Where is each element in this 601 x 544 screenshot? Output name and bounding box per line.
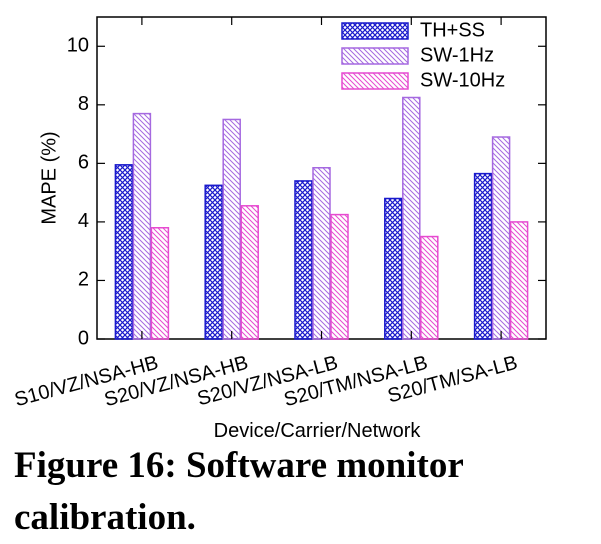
bar-sw-10hz	[330, 213, 349, 340]
legend-swatch-th-ss	[341, 22, 409, 40]
caption-line-1: Figure 16: Software monitor	[14, 445, 464, 486]
bar-sw-1hz	[491, 136, 511, 340]
legend-swatch-sw-1hz	[341, 47, 409, 65]
y-axis: 0 2 4 6 8 10	[67, 35, 546, 349]
bar-th-ss	[294, 180, 313, 340]
bar-sw-10hz	[240, 205, 259, 340]
y-axis-title: MAPE (%)	[38, 131, 60, 224]
bar-sw-10hz	[150, 227, 170, 340]
y-tick-label: 0	[78, 327, 89, 349]
legend: TH+SS SW-1Hz SW-10Hz	[341, 19, 505, 91]
bar-th-ss	[473, 172, 493, 340]
bar-sw-10hz	[420, 235, 439, 340]
bar-sw-1hz	[312, 167, 331, 340]
legend-swatch-sw-10hz	[341, 72, 409, 90]
y-tick-label: 4	[78, 210, 89, 232]
y-tick-label: 10	[67, 35, 89, 57]
y-tick-label: 6	[78, 152, 89, 174]
x-axis-title: Device/Carrier/Network	[214, 420, 422, 440]
bar-th-ss	[384, 197, 403, 340]
y-tick-label: 2	[78, 269, 89, 291]
figure-caption: Figure 16: Software monitor calibration.	[14, 440, 594, 544]
bars-group	[114, 96, 529, 340]
legend-label: TH+SS	[420, 19, 485, 41]
bar-th-ss	[114, 164, 134, 340]
y-tick-label: 8	[78, 93, 89, 115]
legend-label: SW-10Hz	[420, 69, 505, 91]
bar-sw-1hz	[402, 96, 421, 340]
legend-label: SW-1Hz	[420, 44, 494, 66]
bar-sw-10hz	[509, 221, 529, 340]
bar-th-ss	[204, 184, 223, 340]
bar-sw-1hz	[132, 112, 152, 340]
caption-line-2: calibration.	[14, 497, 196, 538]
bar-sw-1hz	[222, 118, 241, 340]
